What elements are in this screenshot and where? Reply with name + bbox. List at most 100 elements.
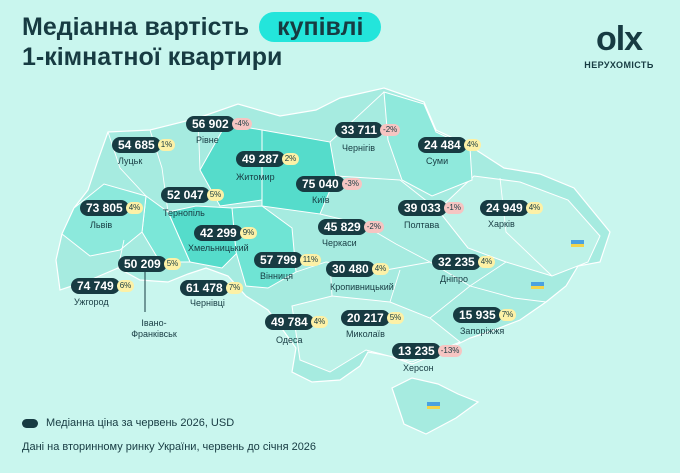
change-badge: 5%: [163, 258, 182, 270]
city-name-chernivtsi: Чернівці: [190, 298, 225, 308]
city-marker-uzhhorod: 74 749 6%: [71, 278, 135, 294]
price-badge: 52 047: [161, 187, 210, 203]
change-badge: 7%: [498, 309, 517, 321]
price-badge: 24 484: [418, 137, 467, 153]
city-name-zaporizhzhia: Запоріжжя: [460, 326, 505, 336]
title-line1: Медіанна вартість: [22, 13, 250, 41]
city-marker-ivano-frankivsk: 50 209 5%: [118, 256, 182, 272]
price-badge: 57 799: [254, 252, 303, 268]
change-badge: 4%: [463, 139, 482, 151]
city-name-dnipro: Дніпро: [440, 274, 468, 284]
city-name-zhytomyr: Житомир: [236, 172, 275, 182]
price-badge: 13 235: [392, 343, 441, 359]
city-name-kyiv: Київ: [312, 195, 330, 205]
change-badge: 6%: [116, 280, 135, 292]
change-badge: 4%: [477, 256, 496, 268]
city-name-uzhhorod: Ужгород: [74, 297, 109, 307]
city-marker-rivne: 56 902 -4%: [186, 116, 252, 132]
change-badge: -13%: [437, 345, 463, 357]
city-marker-chernivtsi: 61 478 7%: [180, 280, 244, 296]
city-marker-mykolaiv: 20 217 5%: [341, 310, 405, 326]
city-marker-kropyvnytskyi: 30 480 4%: [326, 261, 390, 277]
price-badge: 49 784: [265, 314, 314, 330]
change-badge: -1%: [443, 202, 464, 214]
change-badge: -2%: [380, 124, 401, 136]
title-line2: 1-кімнатної квартири: [22, 43, 283, 71]
city-marker-zaporizhzhia: 15 935 7%: [453, 307, 517, 323]
olx-logo: olx НЕРУХОМІСТЬ: [577, 22, 661, 70]
city-name-lviv: Львів: [90, 220, 113, 230]
city-name-chernihiv: Чернігів: [342, 143, 376, 153]
price-badge: 24 949: [480, 200, 529, 216]
price-badge: 42 299: [194, 225, 243, 241]
change-badge: 11%: [299, 254, 322, 266]
price-badge: 39 033: [398, 200, 447, 216]
price-badge: 49 287: [236, 151, 285, 167]
change-badge: 5%: [386, 312, 405, 324]
city-marker-ternopil: 52 047 5%: [161, 187, 225, 203]
city-name-ternopil: Тернопіль: [163, 208, 205, 218]
change-badge: 4%: [371, 263, 390, 275]
change-badge: 4%: [525, 202, 544, 214]
price-badge: 50 209: [118, 256, 167, 272]
legend-swatch: [22, 418, 38, 428]
ukraine-flag-icon: [531, 282, 544, 289]
city-marker-odesa: 49 784 4%: [265, 314, 329, 330]
city-name-odesa: Одеса: [276, 335, 303, 345]
city-name-vinnytsia: Вінниця: [260, 271, 293, 281]
price-badge: 20 217: [341, 310, 390, 326]
city-marker-kherson: 13 235 -13%: [392, 343, 463, 359]
legend: Медіанна ціна за червень 2026, USD: [22, 417, 234, 429]
price-badge: 73 805: [80, 200, 129, 216]
change-badge: -4%: [231, 118, 252, 130]
olx-logo-mark: olx: [595, 20, 643, 58]
city-name-sumy: Суми: [426, 156, 449, 166]
city-marker-poltava: 39 033 -1%: [398, 200, 464, 216]
brand-subtitle: НЕРУХОМІСТЬ: [584, 60, 654, 70]
change-badge: 5%: [206, 189, 225, 201]
source-note: Дані на вторинному ринку України, червен…: [22, 441, 317, 453]
city-marker-khmelnytskyi: 42 299 9%: [194, 225, 258, 241]
price-badge: 15 935: [453, 307, 502, 323]
page-title: Медіанна вартість купівлі 1-кімнатної кв…: [22, 12, 382, 72]
change-badge: -3%: [341, 178, 362, 190]
city-marker-zhytomyr: 49 287 2%: [236, 151, 300, 167]
city-marker-kharkiv: 24 949 4%: [480, 200, 544, 216]
price-badge: 56 902: [186, 116, 235, 132]
price-badge: 30 480: [326, 261, 375, 277]
city-name-rivne: Рівне: [196, 135, 219, 145]
change-badge: 7%: [225, 282, 244, 294]
city-name-cherkasy: Черкаси: [322, 238, 357, 248]
change-badge: 1%: [157, 139, 176, 151]
change-badge: 4%: [125, 202, 144, 214]
change-badge: -2%: [363, 221, 384, 233]
ukraine-flag-icon: [571, 240, 584, 247]
change-badge: 4%: [310, 316, 329, 328]
legend-label: Медіанна ціна за червень 2026, USD: [46, 417, 235, 429]
city-name-kropyvnytskyi: Кропивницький: [330, 282, 394, 292]
title-highlight: купівлі: [259, 12, 382, 42]
price-badge: 61 478: [180, 280, 229, 296]
change-badge: 2%: [281, 153, 300, 165]
price-badge: 32 235: [432, 254, 481, 270]
city-name-kharkiv: Харків: [488, 219, 515, 229]
ukraine-flag-icon: [427, 402, 440, 409]
city-name-ivano-frankivsk: Івано-Франківськ: [131, 318, 177, 339]
region-east: [437, 175, 601, 277]
city-name-khmelnytskyi: Хмельницький: [188, 243, 249, 253]
city-marker-sumy: 24 484 4%: [418, 137, 482, 153]
city-name-mykolaiv: Миколаїв: [346, 329, 385, 339]
price-badge: 75 040: [296, 176, 345, 192]
city-marker-vinnytsia: 57 799 11%: [254, 252, 322, 268]
city-name-poltava: Полтава: [404, 220, 440, 230]
price-badge: 45 829: [318, 219, 367, 235]
city-marker-cherkasy: 45 829 -2%: [318, 219, 384, 235]
city-marker-dnipro: 32 235 4%: [432, 254, 496, 270]
price-badge: 54 685: [112, 137, 161, 153]
change-badge: 9%: [239, 227, 258, 239]
city-marker-chernihiv: 33 711 -2%: [335, 122, 401, 138]
price-badge: 33 711: [335, 122, 384, 138]
city-name-kherson: Херсон: [403, 363, 434, 373]
price-badge: 74 749: [71, 278, 120, 294]
